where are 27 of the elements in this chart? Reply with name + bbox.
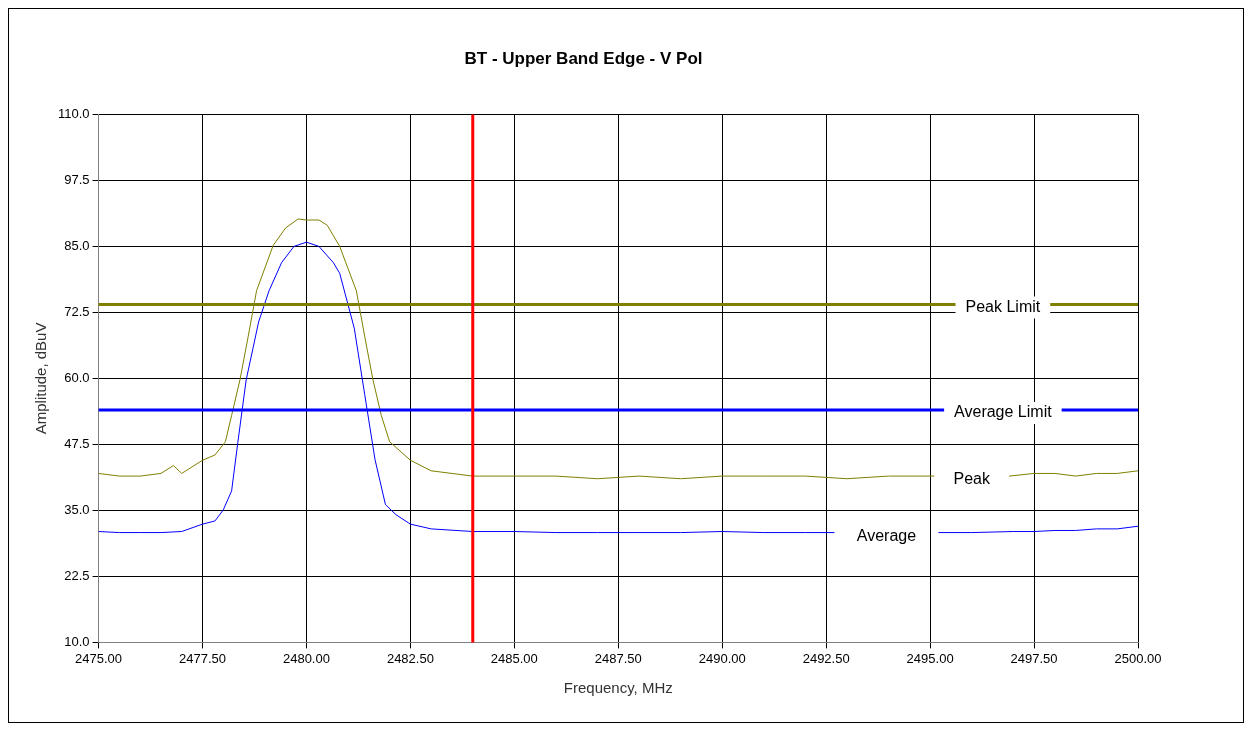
series-label: Average	[856, 526, 917, 544]
y-tick-label: 110.0	[57, 105, 90, 121]
x-tick-label: 2490.00	[698, 650, 746, 666]
x-tick-label: 2485.00	[490, 650, 538, 666]
ref-line-label: Peak Limit	[965, 297, 1041, 315]
x-tick-label: 2500.00	[1114, 650, 1162, 666]
x-tick-label: 2480.00	[282, 650, 330, 666]
x-tick-label: 2497.50	[1010, 650, 1058, 666]
y-tick-label: 72.5	[64, 303, 90, 319]
y-tick-label: 22.5	[64, 567, 90, 583]
x-axis-title: Frequency, MHz	[563, 679, 673, 697]
x-tick-label: 2482.50	[386, 650, 434, 666]
y-tick-label: 10.0	[64, 633, 90, 649]
ref-line-label: Average Limit	[954, 403, 1053, 421]
x-tick-label: 2492.50	[802, 650, 850, 666]
x-tick-label: 2495.00	[906, 650, 954, 666]
y-tick-label: 85.0	[64, 237, 90, 253]
series-label: Peak	[953, 470, 991, 488]
y-tick-label: 60.0	[64, 369, 90, 385]
x-tick-label: 2477.50	[179, 650, 227, 666]
y-tick-label: 35.0	[64, 501, 90, 517]
x-tick-label: 2475.00	[75, 650, 123, 666]
y-tick-label: 47.5	[64, 435, 90, 451]
y-axis-title: Amplitude, dBuV	[32, 322, 50, 435]
x-tick-label: 2487.50	[594, 650, 642, 666]
y-tick-label: 97.5	[64, 171, 90, 187]
chart-title: BT - Upper Band Edge - V Pol	[464, 48, 703, 68]
